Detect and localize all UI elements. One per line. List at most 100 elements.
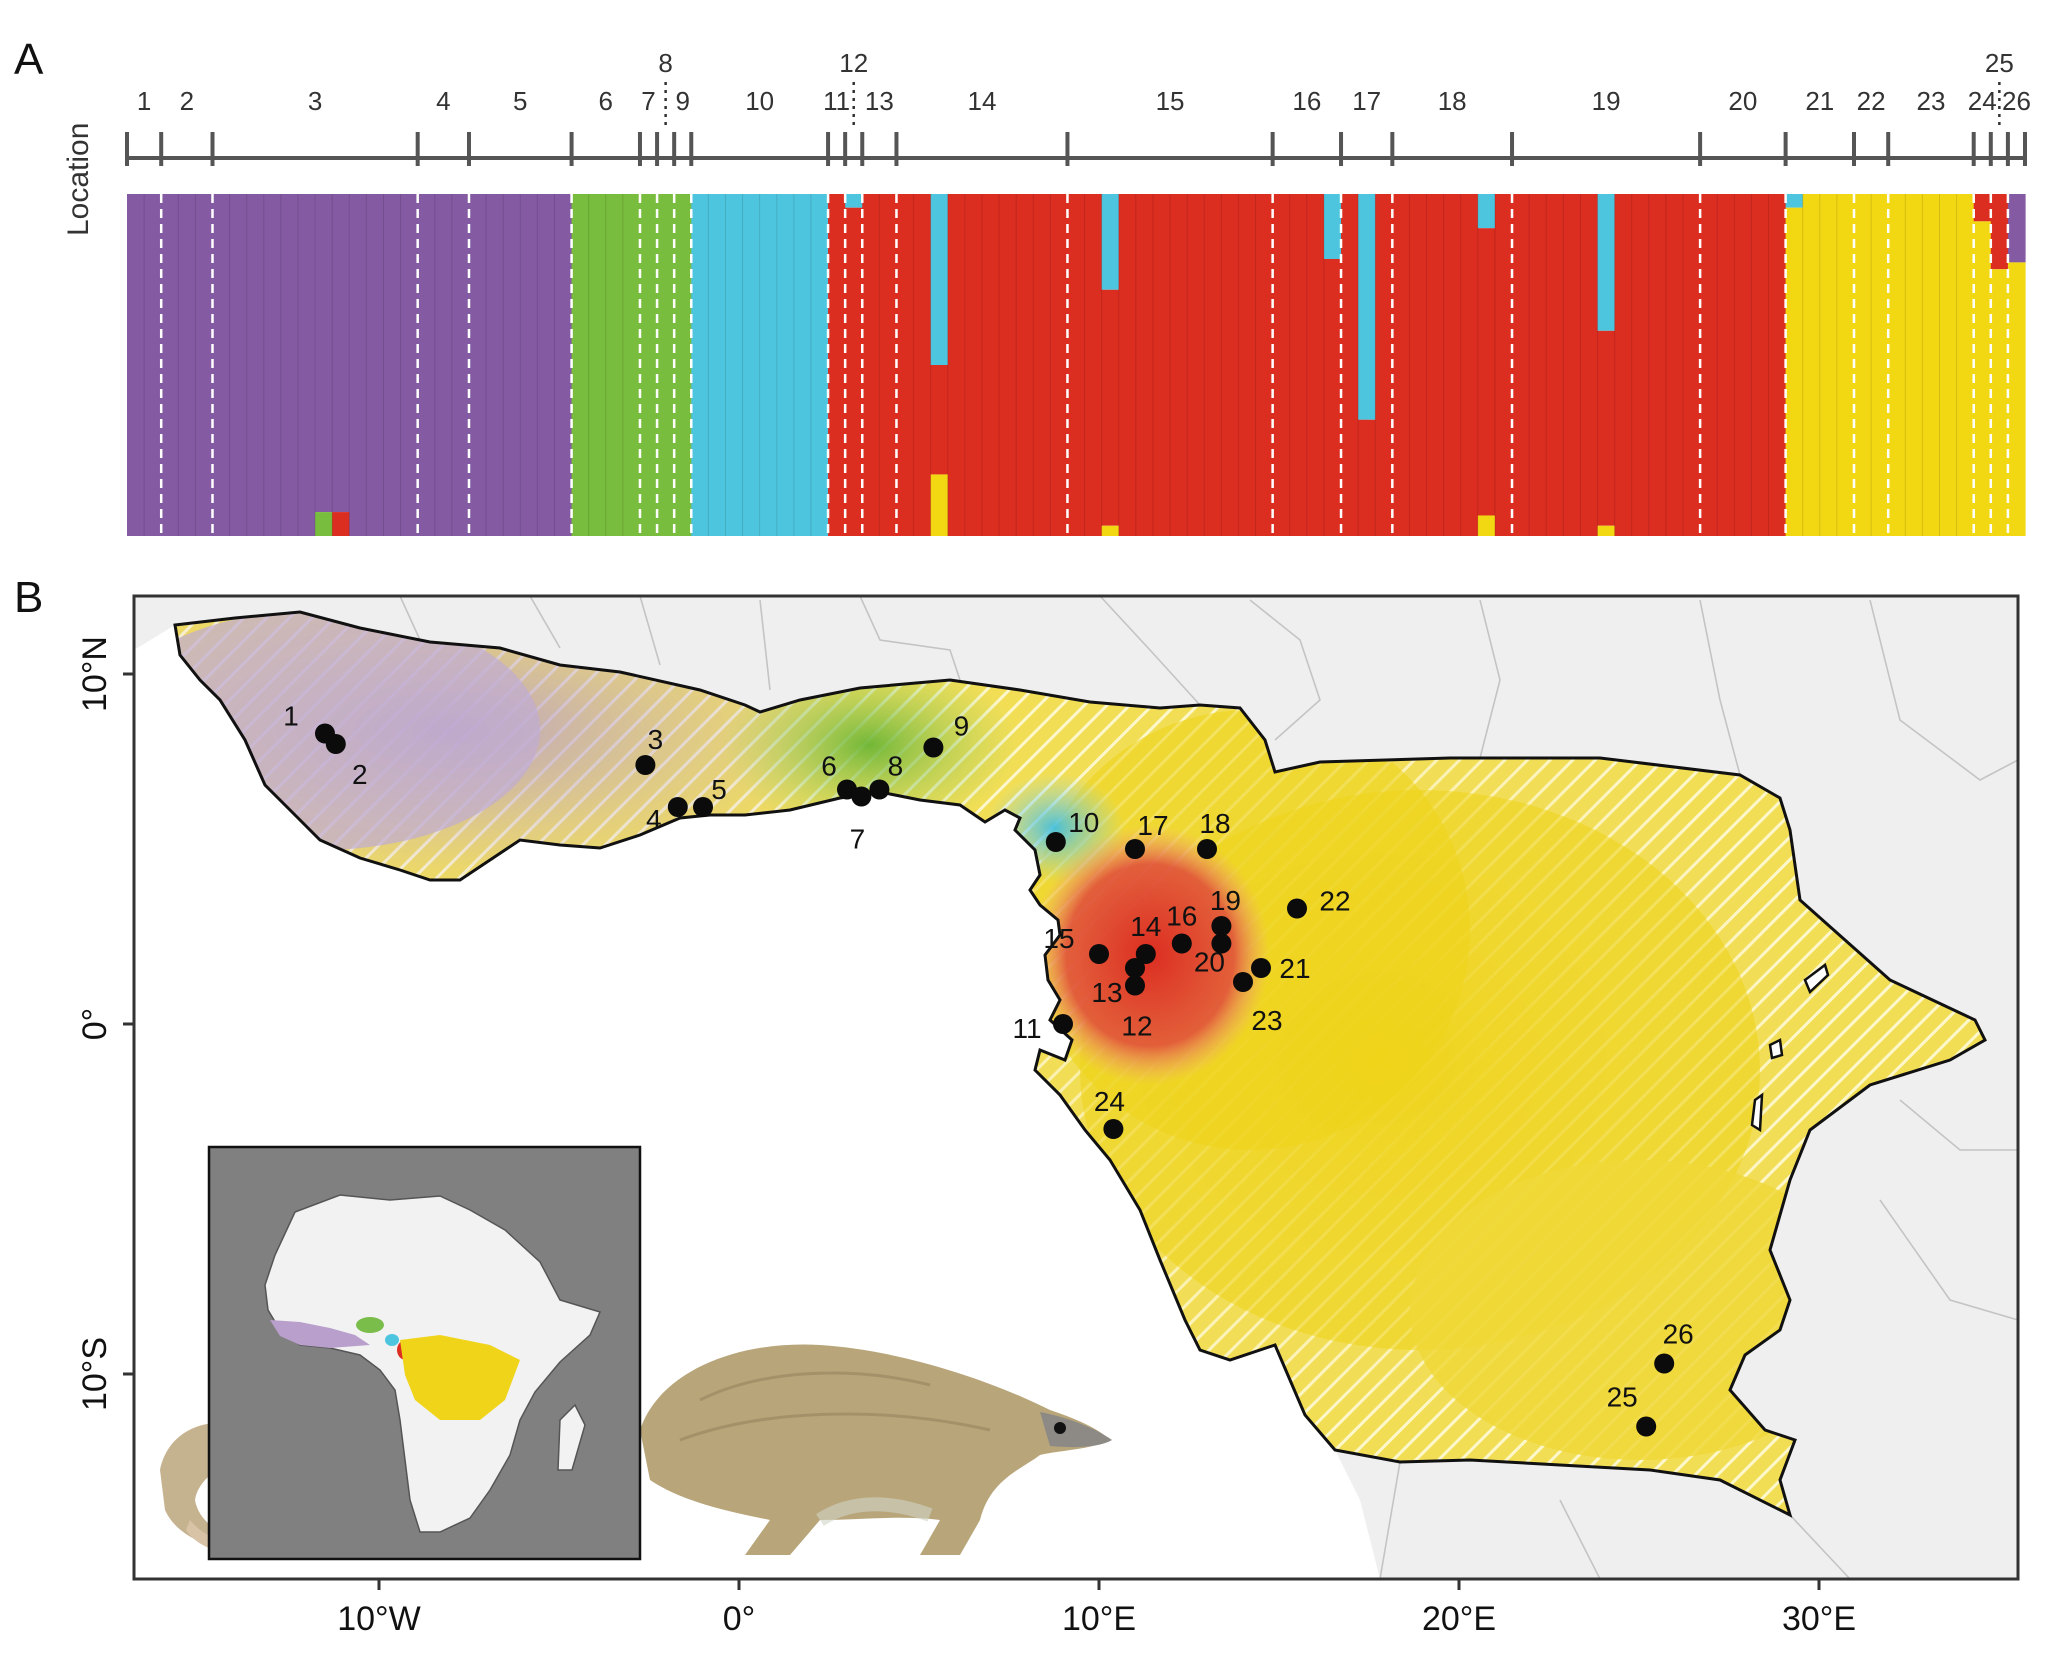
structure-bar-segment <box>503 194 521 536</box>
sampling-site-marker <box>1211 916 1232 936</box>
structure-bar-segment <box>947 194 966 536</box>
structure-bar-segment <box>930 194 949 365</box>
sampling-site-marker <box>923 737 944 758</box>
structure-bar-segment <box>1751 194 1770 536</box>
sampling-site-marker <box>1045 832 1066 852</box>
structure-bar-segment <box>930 365 949 475</box>
sampling-site-marker <box>1103 1119 1124 1139</box>
structure-bar-segment <box>1973 194 1992 222</box>
location-tick-label: 3 <box>308 86 322 116</box>
structure-bar-segment <box>2007 194 2026 263</box>
sampling-site-marker <box>1125 958 1145 978</box>
sampling-site-label: 4 <box>646 804 662 835</box>
structure-bar-segment <box>1016 194 1034 536</box>
location-tick-label: 1 <box>137 86 151 116</box>
sampling-site-label: 9 <box>954 711 970 742</box>
structure-bar-segment <box>1597 330 1616 526</box>
sampling-site-label: 11 <box>1012 1013 1041 1044</box>
sampling-site-label: 3 <box>648 724 664 755</box>
location-tick-label: 4 <box>436 86 450 116</box>
location-tick-label: 12 <box>839 48 868 78</box>
range-outline <box>173 610 1987 1518</box>
structure-bar-segment <box>1392 194 1411 536</box>
structure-bar-segment <box>212 194 231 536</box>
structure-bar-segment <box>1922 194 1941 536</box>
map-frame <box>132 594 2020 1581</box>
sampling-site-label: 1 <box>283 701 299 732</box>
structure-bar-segment <box>178 194 196 536</box>
structure-bar-segment <box>1101 289 1120 526</box>
location-tick-label: 6 <box>599 86 613 116</box>
location-tick-label: 2 <box>180 86 194 116</box>
sampling-site-label: 21 <box>1279 953 1310 984</box>
sampling-site-label: 2 <box>352 759 368 790</box>
sampling-site-marker <box>869 779 890 800</box>
sampling-site-label: 18 <box>1199 808 1230 839</box>
structure-plot <box>127 194 2026 537</box>
structure-bar-segment <box>588 194 607 536</box>
structure-bar-segment <box>366 194 385 536</box>
structure-bar-segment <box>349 194 367 536</box>
map-axes: 10°W 0° 10°E 20°E 30°E 10°N 0° 10°S <box>76 636 1856 1638</box>
structure-bar-segment <box>1426 194 1445 536</box>
location-tick-label: 9 <box>675 86 689 116</box>
structure-bar-segment <box>554 194 573 536</box>
structure-bar-segment <box>1597 525 1616 536</box>
structure-bar-segment <box>315 512 333 536</box>
sampling-site-label: 6 <box>821 751 837 782</box>
location-axis-label: Location <box>62 123 95 236</box>
inset-africa-map <box>207 1145 642 1561</box>
lake-2 <box>1768 1038 1784 1060</box>
sampling-site-label: 7 <box>850 824 866 855</box>
sampling-site-marker <box>1053 1014 1073 1034</box>
map-panel <box>132 594 2020 1581</box>
structure-bar-segment <box>1101 525 1120 536</box>
structure-bar-segment <box>845 207 863 536</box>
sampling-site-marker <box>1197 839 1217 859</box>
structure-bar-segment <box>451 194 470 536</box>
sampling-site-marker <box>1211 933 1232 954</box>
structure-bar-segment <box>1990 269 2009 536</box>
structure-bar-segment <box>434 194 453 536</box>
structure-bar-segment <box>896 194 915 536</box>
structure-bar-segment <box>1323 194 1342 259</box>
structure-bar-segment <box>1888 194 1906 536</box>
structure-bar-segment <box>1460 194 1479 536</box>
structure-bar-segment <box>144 194 162 536</box>
structure-bar-segment <box>810 194 829 536</box>
structure-bar-segment <box>1529 194 1547 536</box>
sampling-site-label: 17 <box>1137 810 1168 841</box>
structure-bar-segment <box>1854 194 1872 536</box>
structure-bar-segment <box>1477 515 1496 536</box>
structure-bar-segment <box>1956 194 1975 536</box>
location-tick-label: 24 <box>1968 86 1997 116</box>
sampling-site-label: 19 <box>1210 885 1241 916</box>
structure-bar-segment <box>1187 194 1205 536</box>
location-tick-label: 10 <box>745 86 774 116</box>
structure-bar-segment <box>725 194 744 536</box>
location-tick-label: 19 <box>1592 86 1621 116</box>
structure-bar-segment <box>1101 194 1120 290</box>
structure-bar-segment <box>332 194 350 513</box>
sampling-site-label: 26 <box>1663 1319 1694 1350</box>
structure-bar-segment <box>913 194 932 536</box>
structure-bar-segment <box>1700 194 1718 536</box>
sampling-site-marker <box>1287 898 1307 919</box>
sampling-site-marker <box>1135 944 1156 964</box>
location-tick-label: 11 <box>823 86 850 116</box>
structure-bar-segment <box>605 194 624 536</box>
structure-bar-segment <box>1734 194 1753 536</box>
structure-bar-segment <box>1717 194 1735 536</box>
structure-bar-segment <box>246 194 265 536</box>
structure-bar-segment <box>1836 194 1855 536</box>
structure-bar-segment <box>383 194 402 536</box>
sampling-site-label: 10 <box>1068 807 1099 838</box>
structure-bar-segment <box>1785 194 1804 208</box>
structure-bar-segment <box>759 194 778 536</box>
structure-bar-segment <box>845 194 863 208</box>
structure-bar-segment <box>674 194 692 536</box>
sampling-site-marker <box>1251 958 1271 978</box>
x-axis-tick-label: 30°E <box>1782 1600 1856 1638</box>
panel-b-letter: B <box>14 573 43 622</box>
